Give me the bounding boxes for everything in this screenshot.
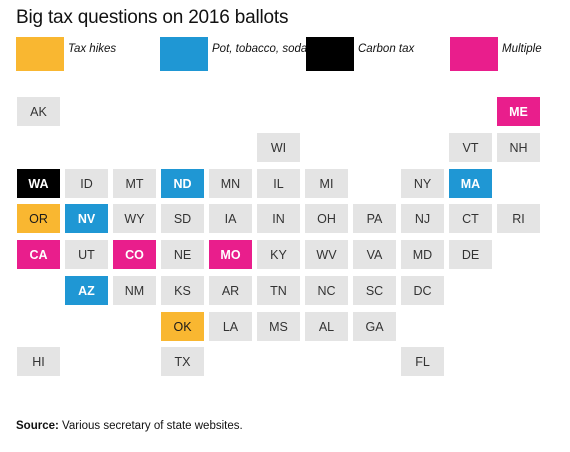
state-tile-nv: NV bbox=[65, 204, 108, 233]
state-tile-sc: SC bbox=[353, 276, 396, 305]
state-tile-nd: ND bbox=[161, 169, 204, 198]
state-tile-al: AL bbox=[305, 312, 348, 341]
state-tile-wv: WV bbox=[305, 240, 348, 269]
state-tile-mn: MN bbox=[209, 169, 252, 198]
state-tile-va: VA bbox=[353, 240, 396, 269]
state-tile-il: IL bbox=[257, 169, 300, 198]
state-tile-ak: AK bbox=[17, 97, 60, 126]
state-tile-az: AZ bbox=[65, 276, 108, 305]
state-tile-mi: MI bbox=[305, 169, 348, 198]
state-tile-la: LA bbox=[209, 312, 252, 341]
state-tile-in: IN bbox=[257, 204, 300, 233]
state-tile-ks: KS bbox=[161, 276, 204, 305]
state-tile-sd: SD bbox=[161, 204, 204, 233]
source-label: Source: bbox=[16, 420, 59, 432]
state-tile-ia: IA bbox=[209, 204, 252, 233]
source-text: Various secretary of state websites. bbox=[58, 420, 243, 432]
state-tile-id: ID bbox=[65, 169, 108, 198]
state-tile-hi: HI bbox=[17, 347, 60, 376]
state-tile-ny: NY bbox=[401, 169, 444, 198]
legend-swatch bbox=[306, 37, 354, 71]
state-tile-de: DE bbox=[449, 240, 492, 269]
source-note: Source: Various secretary of state websi… bbox=[16, 420, 243, 432]
state-tile-nc: NC bbox=[305, 276, 348, 305]
state-tile-fl: FL bbox=[401, 347, 444, 376]
state-tile-tx: TX bbox=[161, 347, 204, 376]
state-tile-ok: OK bbox=[161, 312, 204, 341]
state-tile-md: MD bbox=[401, 240, 444, 269]
state-tile-ga: GA bbox=[353, 312, 396, 341]
state-tile-vt: VT bbox=[449, 133, 492, 162]
state-tile-wy: WY bbox=[113, 204, 156, 233]
state-tile-ma: MA bbox=[449, 169, 492, 198]
state-tile-ms: MS bbox=[257, 312, 300, 341]
state-tile-nj: NJ bbox=[401, 204, 444, 233]
state-tile-ca: CA bbox=[17, 240, 60, 269]
legend-swatch bbox=[450, 37, 498, 71]
state-tile-me: ME bbox=[497, 97, 540, 126]
legend-swatch bbox=[160, 37, 208, 71]
state-tile-dc: DC bbox=[401, 276, 444, 305]
state-tile-nh: NH bbox=[497, 133, 540, 162]
state-tile-ct: CT bbox=[449, 204, 492, 233]
state-tile-mt: MT bbox=[113, 169, 156, 198]
page-title: Big tax questions on 2016 ballots bbox=[16, 7, 289, 28]
legend-label: Carbon tax bbox=[358, 43, 415, 55]
state-tile-ky: KY bbox=[257, 240, 300, 269]
state-tile-oh: OH bbox=[305, 204, 348, 233]
legend-label: Multiple bbox=[502, 43, 542, 55]
state-tile-ar: AR bbox=[209, 276, 252, 305]
legend-label: Tax hikes bbox=[68, 43, 117, 55]
state-tile-ne: NE bbox=[161, 240, 204, 269]
state-tile-mo: MO bbox=[209, 240, 252, 269]
state-tile-ut: UT bbox=[65, 240, 108, 269]
state-tile-tn: TN bbox=[257, 276, 300, 305]
state-tile-pa: PA bbox=[353, 204, 396, 233]
state-tile-ri: RI bbox=[497, 204, 540, 233]
state-tile-wa: WA bbox=[17, 169, 60, 198]
state-tile-wi: WI bbox=[257, 133, 300, 162]
state-tile-co: CO bbox=[113, 240, 156, 269]
state-tile-nm: NM bbox=[113, 276, 156, 305]
state-tile-or: OR bbox=[17, 204, 60, 233]
legend-swatch bbox=[16, 37, 64, 71]
